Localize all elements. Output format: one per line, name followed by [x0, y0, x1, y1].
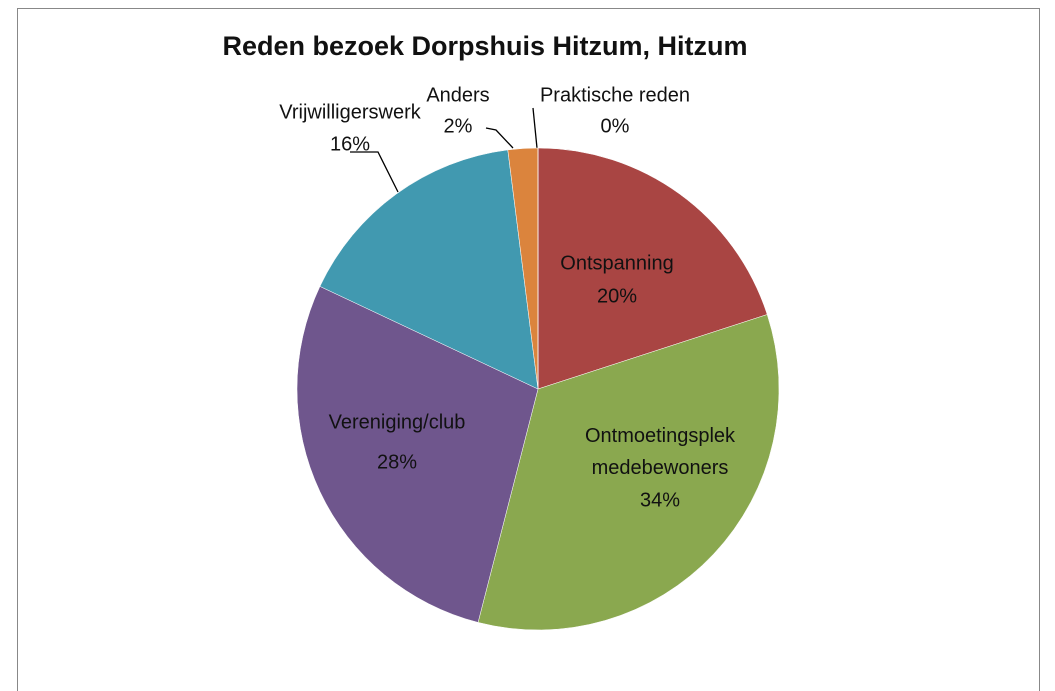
value-label: 16% — [330, 133, 370, 155]
slice-label: Ontspanning — [560, 252, 673, 274]
slice-label: Anders — [426, 84, 489, 106]
pie-slice — [537, 147, 768, 390]
slice-label: Vrijwilligerswerk — [279, 101, 421, 123]
pie-slice — [477, 314, 780, 631]
leader-line — [485, 127, 514, 149]
leader-line — [532, 107, 538, 149]
slice-label: Vereniging/club — [329, 411, 466, 433]
value-label: 20% — [597, 285, 637, 307]
pie-slice — [296, 286, 539, 623]
value-label: 0% — [601, 115, 630, 137]
slice-label: Praktische reden — [540, 84, 690, 106]
slice-label: Ontmoetingsplek medebewoners — [585, 425, 736, 479]
value-label: 28% — [377, 451, 417, 473]
leader-line — [350, 151, 399, 193]
chart-title: Reden bezoek Dorpshuis Hitzum, Hitzum — [222, 31, 747, 61]
value-label: 2% — [444, 115, 473, 137]
pie-slice — [319, 149, 539, 390]
value-label: 34% — [640, 489, 680, 511]
